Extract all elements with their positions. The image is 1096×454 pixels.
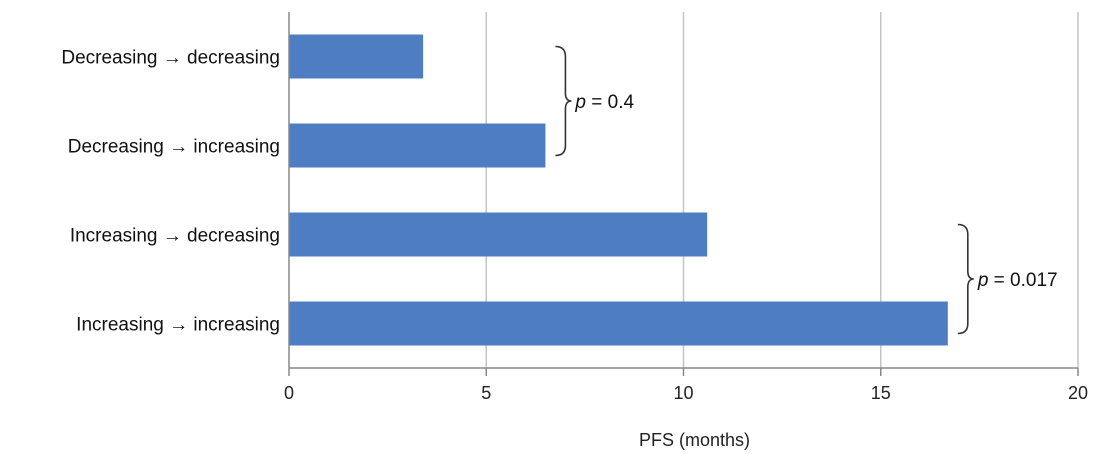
p-value-label: p = 0.4 [574, 92, 634, 113]
x-tick-label: 0 [284, 383, 294, 403]
significance-annotations: p = 0.4p = 0.017 [555, 45, 1058, 335]
p-value: = 0.4 [586, 92, 634, 113]
category-label: Decreasing → decreasing [61, 48, 280, 69]
bar [289, 34, 424, 79]
category-label: Increasing → decreasing [70, 226, 280, 247]
category-label: Decreasing → increasing [68, 137, 280, 158]
significance-bracket [957, 223, 974, 335]
bar [289, 301, 948, 346]
significance-bracket [555, 45, 572, 157]
p-symbol: p [977, 270, 989, 291]
bar [289, 123, 546, 168]
x-tick-label: 10 [673, 383, 693, 403]
category-label: Increasing → increasing [76, 315, 280, 336]
x-axis-label: PFS (months) [639, 430, 750, 450]
x-tick-label: 15 [871, 383, 891, 403]
x-axis-ticks: 0 5 10 15 20 [284, 368, 1088, 403]
p-value: = 0.017 [988, 270, 1057, 291]
p-value-label: p = 0.017 [977, 270, 1058, 291]
p-symbol: p [574, 92, 586, 113]
bar [289, 212, 708, 257]
bars [289, 34, 948, 346]
x-tick-label: 20 [1068, 383, 1088, 403]
category-labels: Decreasing → decreasing Decreasing → incr… [61, 48, 280, 336]
x-tick-label: 5 [481, 383, 491, 403]
